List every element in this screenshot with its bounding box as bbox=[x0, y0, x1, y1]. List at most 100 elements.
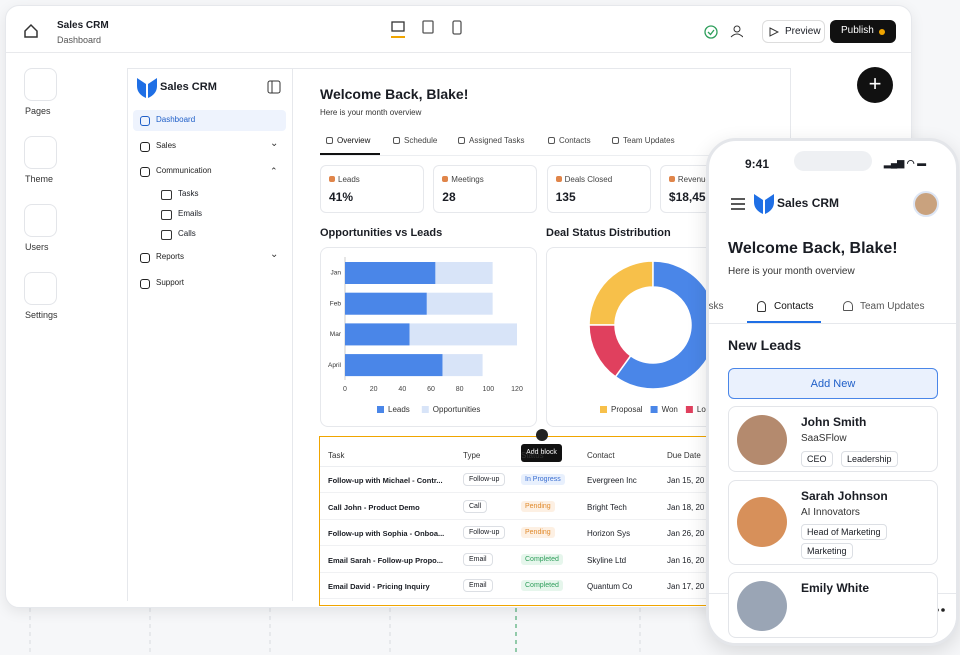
brand-logo bbox=[137, 78, 157, 98]
tab-icon bbox=[393, 137, 400, 144]
nav-item[interactable]: Sales bbox=[156, 141, 177, 150]
nav-icon bbox=[140, 167, 150, 177]
add-new-button[interactable]: Add New bbox=[728, 368, 938, 399]
contact-tag: CEO bbox=[801, 451, 833, 467]
contact-cell: Bright Tech bbox=[587, 502, 627, 512]
preview-button[interactable]: Preview bbox=[762, 20, 825, 43]
task-cell: Email Sarah - Follow-up Propo... bbox=[328, 555, 444, 565]
x-tick-label: 0 bbox=[343, 386, 347, 393]
date-cell: Jan 15, 20 bbox=[667, 476, 705, 485]
add-block-dot[interactable] bbox=[536, 429, 548, 441]
mobile-active-tab bbox=[747, 321, 821, 323]
rail-icon[interactable] bbox=[24, 204, 57, 237]
mobile-logo bbox=[754, 194, 774, 214]
rail-label[interactable]: Users bbox=[25, 242, 49, 252]
table-block[interactable] bbox=[319, 436, 779, 606]
contact-avatar bbox=[737, 497, 787, 547]
contact-name: Emily White bbox=[801, 581, 870, 595]
table-header: Contact bbox=[587, 451, 615, 460]
kpi-label: Leads bbox=[338, 175, 360, 184]
play-icon bbox=[769, 27, 779, 37]
kpi-value: $18,45 bbox=[668, 190, 706, 204]
collapse-icon[interactable] bbox=[267, 80, 281, 94]
nav-item[interactable]: Dashboard bbox=[156, 115, 196, 124]
nav-item[interactable]: Reports bbox=[156, 252, 185, 261]
y-tick-label: Feb bbox=[330, 300, 342, 307]
kpi-icon bbox=[555, 176, 562, 182]
status-time: 9:41 bbox=[745, 157, 770, 171]
home-icon[interactable] bbox=[22, 22, 40, 40]
tab[interactable]: Team Updates bbox=[623, 136, 675, 145]
mobile-tab[interactable]: Team Updates bbox=[860, 301, 925, 312]
contact-company: AI Innovators bbox=[801, 507, 860, 518]
table-header-line bbox=[320, 466, 778, 467]
tab[interactable]: Contacts bbox=[559, 136, 591, 145]
task-cell: Follow-up with Sophia - Onboa... bbox=[328, 529, 445, 538]
contact-name: Sarah Johnson bbox=[801, 489, 888, 503]
table-header: Task bbox=[328, 451, 345, 460]
legend-label: Leads bbox=[388, 405, 410, 414]
kpi-value: 28 bbox=[442, 190, 456, 204]
nav-icon bbox=[140, 142, 150, 152]
status-icons[interactable] bbox=[703, 22, 743, 42]
task-cell: Follow-up with Michael - Contr... bbox=[328, 476, 443, 485]
row-divider bbox=[320, 598, 778, 599]
y-tick-label: April bbox=[328, 362, 342, 369]
tooltip: Add block bbox=[521, 444, 562, 462]
device-switcher[interactable] bbox=[388, 19, 468, 39]
rail-label[interactable]: Theme bbox=[25, 174, 54, 184]
tab[interactable]: Assigned Tasks bbox=[469, 136, 525, 145]
mobile-tab[interactable]: Tasks bbox=[708, 301, 724, 312]
status-pill: In Progress bbox=[521, 474, 565, 485]
dynamic-island bbox=[794, 151, 872, 171]
tab[interactable]: Schedule bbox=[404, 136, 438, 145]
sidebar-brand: Sales CRM bbox=[160, 81, 217, 93]
rail-icon[interactable] bbox=[24, 136, 57, 169]
nav-subitem[interactable]: Emails bbox=[178, 209, 203, 218]
tab[interactable]: Overview bbox=[337, 136, 371, 145]
legend-swatch bbox=[421, 406, 429, 413]
kpi-label: Deals Closed bbox=[564, 175, 613, 184]
date-cell: Jan 17, 20 bbox=[667, 582, 705, 591]
chevron: ⌃ bbox=[270, 166, 278, 176]
project-name[interactable]: Sales CRM bbox=[57, 20, 109, 31]
task-cell: Call John - Product Demo bbox=[328, 502, 420, 512]
x-tick-label: 100 bbox=[482, 386, 494, 393]
nav-icon bbox=[140, 116, 150, 126]
contact-company: SaaSFlow bbox=[801, 433, 847, 444]
nav-subitem[interactable]: Tasks bbox=[178, 189, 199, 198]
contact-cell: Evergreen Inc bbox=[587, 476, 637, 485]
contact-tag: Marketing bbox=[801, 543, 853, 559]
nav-sub-icon bbox=[161, 210, 172, 220]
menu-icon[interactable] bbox=[730, 197, 746, 211]
donut-slice bbox=[588, 260, 654, 326]
row-divider bbox=[320, 571, 778, 573]
rail-label[interactable]: Pages bbox=[25, 106, 51, 116]
nav-item[interactable]: Support bbox=[156, 278, 185, 287]
status-pill: Pending bbox=[521, 500, 555, 512]
bar bbox=[345, 323, 410, 346]
mobile-tab[interactable]: Contacts bbox=[774, 301, 814, 312]
type-pill: Call bbox=[463, 499, 488, 513]
user-avatar[interactable] bbox=[913, 191, 939, 217]
kpi-icon bbox=[442, 176, 449, 182]
tab-icon bbox=[458, 137, 465, 144]
kpi-value: 135 bbox=[555, 190, 576, 204]
status-pill: Pending bbox=[521, 527, 555, 538]
contact-avatar bbox=[737, 415, 787, 465]
rail-icon[interactable] bbox=[24, 272, 57, 305]
rail-label[interactable]: Settings bbox=[25, 310, 58, 320]
page-name[interactable]: Dashboard bbox=[57, 35, 102, 45]
y-tick-label: Mar bbox=[330, 331, 342, 338]
add-section-button[interactable]: + bbox=[857, 67, 893, 103]
publish-button[interactable]: Publish bbox=[830, 20, 896, 43]
date-cell: Jan 26, 20 bbox=[667, 529, 705, 538]
nav-sub-icon bbox=[161, 190, 172, 200]
nav-subitem[interactable]: Calls bbox=[178, 229, 196, 238]
nav-icon bbox=[140, 279, 150, 289]
rail-icon[interactable] bbox=[24, 68, 57, 101]
nav-item[interactable]: Communication bbox=[156, 166, 212, 175]
